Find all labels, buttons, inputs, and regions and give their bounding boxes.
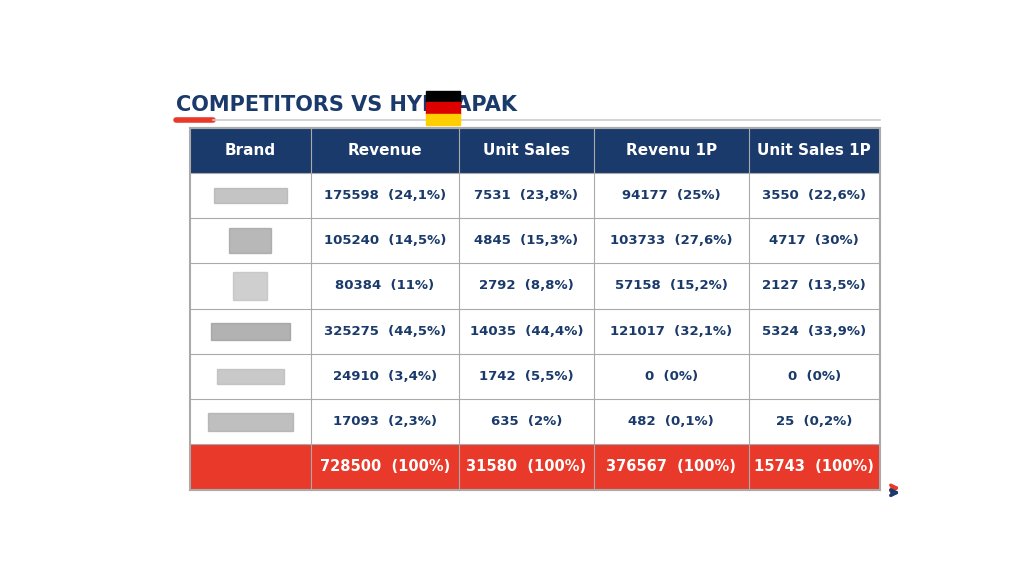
Bar: [190, 128, 310, 173]
Bar: [594, 173, 749, 218]
Text: 31580  (100%): 31580 (100%): [466, 460, 587, 475]
Text: 121017  (32,1%): 121017 (32,1%): [610, 325, 732, 338]
Text: 4717  (30%): 4717 (30%): [769, 234, 859, 247]
Bar: [310, 263, 459, 309]
Bar: [190, 309, 310, 354]
Bar: [459, 399, 594, 444]
Bar: [749, 218, 880, 263]
Bar: [594, 218, 749, 263]
Text: 3550  (22,6%): 3550 (22,6%): [762, 189, 866, 202]
Bar: [190, 218, 310, 263]
Text: 57158  (15,2%): 57158 (15,2%): [614, 279, 727, 293]
Bar: [749, 309, 880, 354]
Bar: [426, 114, 461, 126]
Text: 1742  (5,5%): 1742 (5,5%): [479, 370, 573, 383]
Text: COMPETITORS VS HYDRAPAK: COMPETITORS VS HYDRAPAK: [176, 94, 517, 115]
Bar: [310, 218, 459, 263]
Bar: [459, 128, 594, 173]
Text: 94177  (25%): 94177 (25%): [622, 189, 721, 202]
Bar: [594, 399, 749, 444]
Text: 25  (0,2%): 25 (0,2%): [776, 415, 852, 428]
Bar: [217, 369, 284, 384]
Text: 635  (2%): 635 (2%): [490, 415, 562, 428]
Bar: [208, 412, 293, 431]
Bar: [310, 444, 459, 490]
Bar: [233, 272, 267, 300]
Bar: [749, 354, 880, 399]
Text: 325275  (44,5%): 325275 (44,5%): [324, 325, 446, 338]
Bar: [594, 354, 749, 399]
Text: 482  (0,1%): 482 (0,1%): [629, 415, 714, 428]
Text: Unit Sales 1P: Unit Sales 1P: [758, 143, 871, 158]
Text: 105240  (14,5%): 105240 (14,5%): [324, 234, 446, 247]
Bar: [426, 90, 461, 102]
Bar: [211, 323, 290, 340]
Bar: [594, 263, 749, 309]
Bar: [459, 309, 594, 354]
Text: 728500  (100%): 728500 (100%): [319, 460, 450, 475]
Bar: [190, 263, 310, 309]
Bar: [459, 263, 594, 309]
Bar: [190, 173, 310, 218]
Text: 17093  (2,3%): 17093 (2,3%): [333, 415, 437, 428]
Bar: [190, 354, 310, 399]
Bar: [190, 128, 880, 490]
Text: Revenu 1P: Revenu 1P: [626, 143, 717, 158]
Text: 4845  (15,3%): 4845 (15,3%): [474, 234, 579, 247]
Bar: [229, 228, 271, 253]
Bar: [310, 399, 459, 444]
Text: 0  (0%): 0 (0%): [787, 370, 841, 383]
Text: Brand: Brand: [225, 143, 275, 158]
Text: 2792  (8,8%): 2792 (8,8%): [479, 279, 573, 293]
Text: 7531  (23,8%): 7531 (23,8%): [474, 189, 579, 202]
Text: 24910  (3,4%): 24910 (3,4%): [333, 370, 437, 383]
Bar: [459, 444, 594, 490]
Text: 175598  (24,1%): 175598 (24,1%): [324, 189, 445, 202]
Bar: [190, 399, 310, 444]
Text: 15743  (100%): 15743 (100%): [755, 460, 874, 475]
Bar: [594, 309, 749, 354]
Bar: [749, 263, 880, 309]
Text: 0  (0%): 0 (0%): [644, 370, 697, 383]
Bar: [749, 128, 880, 173]
Bar: [749, 173, 880, 218]
Bar: [594, 444, 749, 490]
Text: 80384  (11%): 80384 (11%): [335, 279, 434, 293]
Bar: [310, 309, 459, 354]
Text: 103733  (27,6%): 103733 (27,6%): [610, 234, 732, 247]
Text: Unit Sales: Unit Sales: [482, 143, 569, 158]
Bar: [749, 444, 880, 490]
Bar: [310, 173, 459, 218]
Bar: [190, 444, 310, 490]
Bar: [459, 173, 594, 218]
Text: 5324  (33,9%): 5324 (33,9%): [762, 325, 866, 338]
Bar: [459, 354, 594, 399]
Bar: [749, 399, 880, 444]
Bar: [310, 128, 459, 173]
Bar: [310, 354, 459, 399]
Bar: [459, 218, 594, 263]
Text: 376567  (100%): 376567 (100%): [606, 460, 736, 475]
Text: 14035  (44,4%): 14035 (44,4%): [469, 325, 583, 338]
Text: Revenue: Revenue: [347, 143, 422, 158]
Bar: [426, 102, 461, 114]
Bar: [594, 128, 749, 173]
Text: 2127  (13,5%): 2127 (13,5%): [762, 279, 866, 293]
Bar: [214, 188, 287, 203]
